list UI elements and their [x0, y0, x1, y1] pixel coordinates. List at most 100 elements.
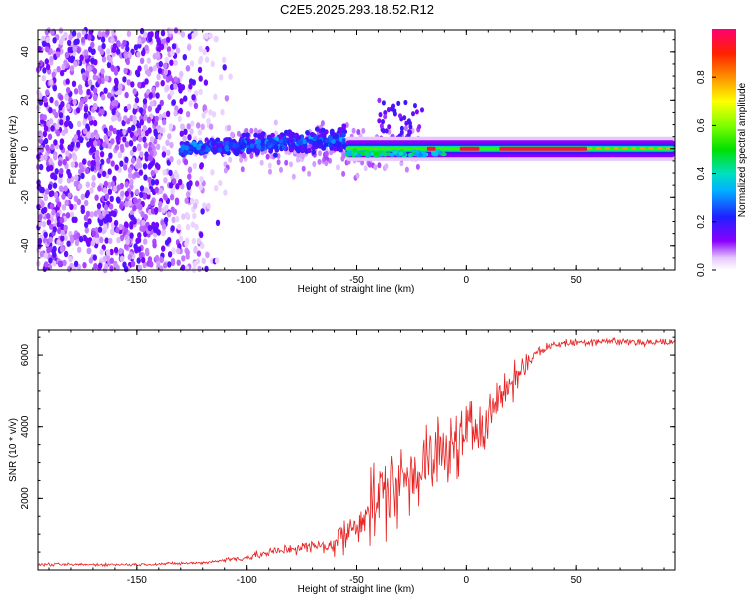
spectrogram-noise-cell — [198, 45, 203, 52]
spectrogram-noise-cell — [155, 107, 160, 114]
spectrogram-noise-cell — [38, 144, 44, 152]
spectrogram-noise-cell — [123, 67, 128, 75]
spectrogram-noise-cell — [130, 157, 136, 164]
spectrogram-noise-cell — [119, 255, 125, 262]
spectrogram-noise-cell — [82, 158, 87, 165]
spectrogram-noise-cell — [58, 94, 64, 101]
spectrogram-noise-cell — [165, 84, 170, 92]
spectrogram-noise-cell — [139, 191, 144, 198]
spectrogram-noise-cell — [132, 205, 137, 212]
spectrogram-noise-cell — [67, 39, 72, 46]
spectrogram-noise-cell — [74, 174, 79, 181]
spectrogram-noise-cell — [144, 44, 149, 51]
spectrogram-noise-cell — [226, 124, 232, 132]
snr-y-axis-title: SNR (10 * v/v) — [8, 418, 19, 482]
spectrogram-noise-cell — [178, 107, 183, 115]
spectrogram-noise-cell — [169, 156, 174, 163]
spectrogram-noise-cell — [63, 234, 68, 241]
spectrogram-noise-cell — [110, 210, 115, 217]
spectrogram-noise-cell — [192, 261, 198, 268]
spectrogram-signal-cell — [333, 146, 338, 152]
spectrogram-noise-cell — [117, 83, 123, 91]
spectrogram-noise-cell — [189, 128, 194, 135]
spectrogram-y-tick-label: -40 — [20, 238, 31, 253]
spectrogram-noise-cell — [175, 216, 180, 223]
spectrogram-noise-cell — [195, 180, 200, 187]
spectrogram-noise-cell — [38, 213, 43, 221]
spectrogram-noise-cell — [137, 145, 142, 152]
spectrogram-noise-cell — [67, 172, 72, 179]
spectrogram-noise-cell — [228, 73, 233, 80]
spectrogram-noise-cell — [52, 37, 57, 44]
spectrogram-signal-cell — [298, 140, 303, 146]
spectrogram-noise-cell — [129, 232, 134, 239]
colorbar-label: Normalized spectral amplitude — [737, 82, 748, 217]
spectrogram-signal-cell — [404, 120, 409, 126]
spectrogram-signal-cell — [398, 151, 404, 156]
spectrogram-noise-cell — [178, 178, 183, 186]
spectrogram-noise-cell — [109, 248, 114, 256]
spectrogram-peak — [587, 147, 593, 150]
spectrogram-noise-cell — [143, 31, 148, 39]
spectrogram-noise-cell — [56, 51, 61, 58]
spectrogram-noise-cell — [185, 111, 191, 118]
spectrogram-signal-cell — [196, 145, 202, 151]
spectrogram-signal-cell — [386, 107, 391, 113]
spectrogram-noise-cell — [129, 209, 135, 217]
spectrogram-noise-cell — [52, 85, 57, 92]
spectrogram-noise-cell — [93, 140, 98, 147]
spectrogram-noise-cell — [162, 62, 168, 69]
spectrogram-noise-cell — [50, 143, 55, 151]
spectrogram-noise-cell — [203, 79, 209, 86]
spectrogram-noise-cell — [91, 181, 96, 188]
spectrogram-noise-cell — [112, 127, 117, 135]
spectrogram-noise-cell — [142, 102, 148, 110]
spectrogram-noise-cell — [101, 42, 106, 50]
spectrogram-noise-cell — [108, 56, 113, 63]
spectrogram-noise-cell — [92, 67, 98, 75]
spectrogram-noise-cell — [70, 236, 75, 244]
spectrogram-noise-cell — [215, 219, 221, 226]
spectrogram-noise-cell — [41, 40, 47, 47]
spectrogram-noise-cell — [72, 98, 77, 106]
spectrogram-noise-cell — [43, 231, 48, 239]
spectrogram-noise-cell — [79, 54, 84, 61]
spectrogram-noise-cell — [96, 208, 102, 215]
spectrogram-noise-cell — [180, 31, 186, 38]
spectrogram-noise-cell — [144, 151, 149, 158]
spectrogram-signal-cell — [411, 111, 415, 117]
spectrogram-noise-cell — [147, 154, 152, 161]
spectrogram-noise-cell — [107, 188, 113, 195]
spectrogram-signal-cell — [301, 138, 307, 145]
spectrogram-noise-cell — [142, 136, 147, 143]
spectrogram-noise-cell — [110, 160, 115, 167]
colorbar-gradient — [712, 29, 736, 270]
spectrogram-noise-cell — [82, 74, 87, 82]
spectrogram-noise-cell — [119, 160, 124, 167]
spectrogram-noise-cell — [52, 108, 57, 116]
spectrogram-noise-cell — [123, 221, 129, 228]
spectrogram-noise-cell — [86, 88, 91, 96]
spectrogram-noise-cell — [253, 127, 258, 134]
spectrogram-noise-cell — [126, 103, 132, 111]
spectrogram-noise-cell — [284, 159, 289, 166]
spectrogram-noise-cell — [93, 263, 98, 270]
spectrogram-noise-cell — [178, 87, 183, 94]
colorbar: 0.0 0.2 0.4 0.6 0.8 Normalized spectral ampl… — [696, 29, 748, 277]
spectrogram-noise-cell — [143, 64, 149, 71]
spectrogram-noise-cell — [127, 51, 132, 59]
spectrogram-noise-cell — [51, 71, 56, 79]
spectrogram-noise-cell — [230, 131, 235, 138]
spectrogram-noise-cell — [134, 247, 139, 254]
spectrogram-noise-cell — [69, 203, 74, 211]
spectrogram-noise-cell — [73, 60, 78, 67]
spectrogram-noise-cell — [136, 51, 141, 58]
spectrogram-noise-cell — [83, 214, 89, 222]
spectrogram-noise-cell — [39, 251, 44, 258]
spectrogram-noise-cell — [148, 92, 153, 99]
spectrogram-noise-cell — [54, 168, 59, 175]
spectrogram-noise-cell — [57, 227, 62, 235]
spectrogram-noise-cell — [39, 163, 44, 171]
spectrogram-noise-cell — [184, 265, 190, 272]
spectrogram-noise-cell — [267, 162, 272, 169]
